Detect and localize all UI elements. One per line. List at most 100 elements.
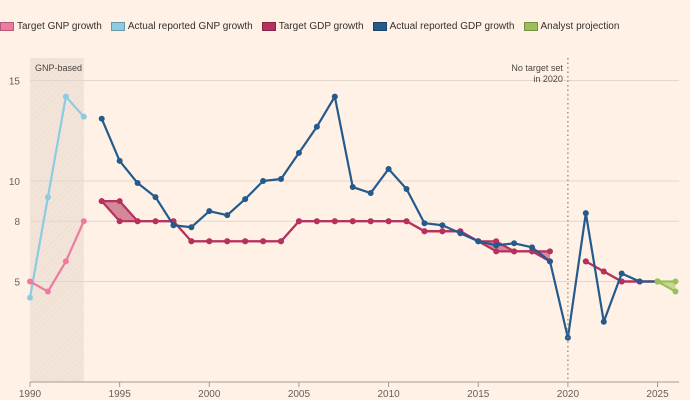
target-gnp-point — [27, 278, 33, 285]
target-gdp-low-point — [313, 218, 320, 225]
legend-swatch — [261, 22, 276, 31]
x-tick-label: 2025 — [646, 389, 669, 400]
actual-gdp-point — [385, 165, 392, 172]
legend-item-actual-gnp: Actual reported GNP growth — [110, 21, 253, 32]
actual-gdp-point — [367, 190, 374, 197]
target-gdp-low-point — [511, 248, 518, 255]
actual-gdp-point — [278, 175, 285, 182]
target-gdp-high-point — [546, 248, 553, 255]
target-gdp-low-point — [206, 238, 213, 245]
target-gdp-low-point — [242, 238, 249, 245]
legend-label: Actual reported GNP growth — [127, 21, 253, 32]
actual-gdp-line — [100, 95, 658, 339]
actual-gdp-point — [618, 270, 625, 277]
actual-gdp-point — [582, 210, 589, 217]
target-gdp-low-point — [116, 218, 123, 225]
actual-gdp-point — [546, 258, 553, 265]
target-gdp-low-point — [493, 248, 500, 255]
target-gdp-low-line — [100, 200, 551, 263]
y-tick-label: 15 — [9, 77, 21, 88]
actual-gdp-point — [421, 220, 428, 227]
target-gdp-low-point — [152, 218, 159, 225]
actual-gnp-point — [62, 93, 69, 100]
target-gnp-point — [62, 258, 69, 265]
actual-gdp-point — [600, 318, 607, 325]
target-gdp-low-point — [403, 218, 410, 225]
target-gdp-low-point — [188, 238, 195, 245]
x-tick-label: 1995 — [109, 389, 132, 400]
legend: Target GNP growth Actual reported GNP gr… — [0, 21, 619, 32]
analyst-projection-low-point — [672, 288, 679, 295]
x-tick-label: 2020 — [557, 389, 580, 400]
target-gdp-range — [101, 201, 550, 262]
target-gdp-low-point — [421, 228, 428, 235]
legend-item-target-gnp: Target GNP growth — [0, 21, 102, 32]
target-gdp-low-point — [367, 218, 374, 225]
actual-gdp-point — [152, 194, 159, 201]
actual-gdp-point — [493, 242, 500, 249]
target-gdp-low-point — [98, 198, 105, 205]
actual-gnp-point — [27, 294, 33, 301]
actual-gdp-point — [295, 149, 302, 156]
analyst-projection-low-line — [657, 280, 677, 293]
actual-gdp-point — [170, 222, 177, 229]
actual-gdp-point — [260, 178, 267, 184]
actual-gdp-point — [349, 184, 356, 191]
x-tick-label: 2010 — [377, 389, 400, 400]
legend-label: Target GDP growth — [278, 21, 364, 32]
y-tick-label: 10 — [9, 177, 21, 188]
target-gnp-point — [80, 218, 87, 225]
legend-item-analyst: Analyst projection — [523, 21, 620, 32]
legend-swatch — [523, 22, 538, 31]
gnp-based-region — [30, 58, 84, 382]
actual-gdp-point — [529, 244, 536, 251]
target-gdp-low-point — [260, 238, 267, 245]
no-target-label: in 2020 — [533, 74, 563, 84]
target-gdp-low-point — [600, 268, 607, 275]
no-target-label: No target set — [511, 63, 563, 73]
actual-gnp-line — [28, 95, 85, 298]
target-gdp-low-point — [582, 258, 589, 265]
target-gdp-low-point — [278, 238, 285, 245]
actual-gdp-point — [636, 278, 643, 285]
x-tick-label: 1990 — [19, 389, 42, 400]
x-tick-label: 2005 — [288, 389, 311, 400]
actual-gnp-point — [80, 113, 87, 120]
actual-gdp-point — [242, 196, 249, 203]
target-gdp-low-point — [385, 218, 392, 225]
legend-label: Actual reported GDP growth — [389, 21, 515, 32]
target-gdp-low-point — [331, 218, 338, 225]
y-tick-label: 8 — [14, 217, 20, 228]
target-gdp-low-point — [224, 238, 231, 245]
target-gdp-high-point — [116, 198, 123, 205]
x-tick-label: 2015 — [467, 389, 490, 400]
actual-gdp-point — [475, 238, 482, 245]
actual-gdp-point — [313, 123, 320, 130]
y-tick-label: 5 — [14, 278, 20, 289]
target-gdp-low-point — [134, 218, 141, 225]
legend-swatch — [0, 22, 14, 31]
legend-label: Analyst projection — [540, 21, 620, 32]
target-gdp-low-point — [349, 218, 356, 225]
legend-item-actual-gdp: Actual reported GDP growth — [372, 21, 515, 32]
target-gdp-low-point — [439, 228, 446, 235]
actual-gdp-point — [511, 240, 518, 247]
actual-gdp-point — [403, 186, 410, 193]
target-gdp-low-point — [295, 218, 302, 225]
actual-gdp-point — [331, 93, 338, 100]
actual-gdp-point — [224, 212, 231, 219]
legend-swatch — [372, 22, 387, 31]
x-tick-label: 2000 — [198, 389, 221, 400]
target-gnp-line — [29, 220, 85, 293]
gnp-based-label: GNP-based — [35, 63, 82, 73]
actual-gdp-point — [98, 115, 105, 122]
actual-gdp-point — [457, 230, 464, 237]
target-gnp-point — [44, 288, 51, 295]
actual-gdp-point — [134, 180, 141, 187]
actual-gdp-point — [188, 224, 195, 231]
legend-swatch — [110, 22, 125, 31]
actual-gdp-point — [116, 157, 123, 164]
analyst-projection-low-point — [654, 278, 661, 285]
actual-gnp-point — [44, 194, 51, 201]
